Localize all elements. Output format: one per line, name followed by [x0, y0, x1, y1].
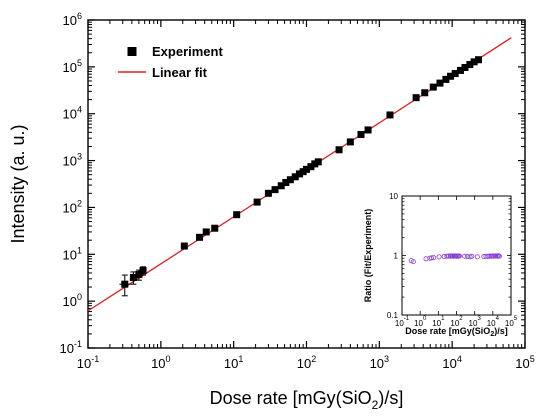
experiment-point — [135, 271, 143, 279]
y-tick-label: 10-1 — [60, 339, 82, 356]
ratio-point — [431, 255, 437, 261]
experiment-point — [180, 242, 188, 250]
x-tick-label: 103 — [370, 354, 389, 371]
experiment-point — [202, 228, 210, 236]
inset-x-tick-label: 104 — [487, 316, 500, 328]
main-plot: 10-1 100 101 102 103 104 10510-110010110210310… — [8, 11, 535, 412]
ratio-point — [469, 253, 475, 259]
ratio-point — [410, 259, 416, 265]
experiment-point — [466, 61, 474, 69]
experiment-point — [412, 94, 420, 102]
inset-x-tick-label: 100 — [414, 316, 427, 328]
experiment-point — [357, 131, 365, 139]
legend-label-fit: Linear fit — [152, 65, 208, 80]
experiment-point — [421, 89, 429, 97]
inset-y-tick-label: 1 — [394, 252, 399, 261]
experiment-point — [364, 126, 372, 134]
experiment-point — [286, 176, 294, 184]
ratio-point — [496, 253, 502, 259]
legend-label-experiment: Experiment — [152, 44, 223, 59]
experiment-point — [233, 211, 241, 219]
experiment-point — [442, 75, 450, 83]
experiment-point — [436, 79, 444, 87]
experiment-point — [277, 182, 285, 190]
ratio-point — [428, 255, 434, 261]
y-tick-label: 106 — [63, 11, 82, 28]
ratio-point — [474, 254, 480, 260]
inset-y-axis-title: Ratio (Fit/Experiment) — [363, 209, 373, 303]
x-axis-title: Dose rate [mGy(SiO2)/s] — [210, 388, 404, 412]
x-tick-label: 100 — [151, 354, 170, 371]
inset-x-axis-title: Dose rate [mGy(SiO2)/s] — [405, 326, 507, 338]
inset-y-tick-label: 10 — [389, 192, 398, 201]
experiment-point — [461, 63, 469, 71]
experiment-point — [291, 173, 299, 181]
experiment-point — [335, 146, 343, 154]
legend: Experiment Linear fit — [118, 44, 223, 80]
experiment-point — [121, 280, 129, 288]
experiment-point — [271, 186, 279, 194]
experiment-point — [303, 165, 310, 173]
y-tick-label: 103 — [63, 152, 82, 169]
inset-y-tick-label: 0.1 — [387, 311, 399, 320]
inset-x-tick-label: 105 — [505, 316, 518, 328]
y-tick-label: 101 — [63, 245, 82, 262]
experiment-point — [307, 163, 315, 171]
inset-x-tick-label: 102 — [450, 316, 463, 328]
experiment-point — [264, 189, 272, 197]
experiment-point — [314, 158, 322, 166]
experiment-point — [386, 111, 394, 119]
experiment-point — [429, 83, 437, 91]
experiment-point — [196, 233, 204, 241]
experiment-point — [129, 273, 137, 281]
experiment-point — [346, 138, 354, 146]
y-tick-label: 100 — [63, 292, 82, 309]
ratio-point — [436, 254, 442, 260]
experiment-point — [451, 70, 459, 78]
experiment-point — [456, 66, 464, 74]
inset-x-tick-label: 101 — [432, 316, 445, 328]
experiment-point — [295, 170, 303, 178]
inset-plot: 10-1 100 101 102 103 104 105 0.1 1 10 Dose rate [m… — [363, 192, 518, 338]
ratio-point — [462, 253, 468, 259]
experiment-point — [139, 267, 147, 275]
x-tick-label: 104 — [442, 354, 461, 371]
experiment-point — [253, 198, 261, 206]
experiment-point — [475, 56, 483, 64]
ratio-point — [456, 253, 462, 259]
y-tick-label: 104 — [63, 105, 82, 122]
experiment-point — [211, 224, 219, 232]
experiment-point — [470, 58, 478, 66]
x-tick-label: 10-1 — [77, 354, 99, 371]
y-tick-label: 102 — [63, 198, 82, 215]
x-tick-label: 101 — [224, 354, 243, 371]
inset-x-tick-label: 103 — [469, 316, 482, 328]
y-axis-title: Intensity (a. u.) — [8, 124, 28, 243]
legend-marker-experiment — [127, 47, 137, 56]
experiment-point — [282, 179, 290, 187]
x-tick-label: 105 — [515, 354, 534, 371]
experiment-point — [447, 72, 455, 80]
inset-x-tick-label: 10-1 — [395, 316, 410, 328]
y-tick-label: 105 — [63, 58, 82, 75]
x-tick-label: 102 — [297, 354, 316, 371]
